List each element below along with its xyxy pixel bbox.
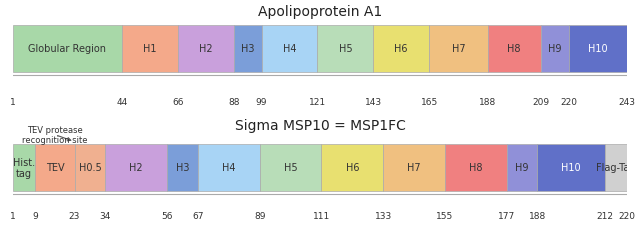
Text: 155: 155 (436, 211, 454, 220)
Text: H4: H4 (222, 163, 236, 173)
Text: 23: 23 (69, 211, 80, 220)
Text: 143: 143 (365, 98, 382, 107)
FancyBboxPatch shape (538, 144, 605, 191)
FancyBboxPatch shape (383, 144, 445, 191)
Text: 44: 44 (116, 98, 127, 107)
FancyBboxPatch shape (445, 144, 507, 191)
FancyBboxPatch shape (507, 144, 538, 191)
Text: H8: H8 (508, 44, 521, 54)
FancyBboxPatch shape (13, 25, 122, 72)
FancyBboxPatch shape (167, 144, 198, 191)
Text: 133: 133 (374, 211, 392, 220)
Text: H9: H9 (515, 163, 529, 173)
Text: 34: 34 (100, 211, 111, 220)
Text: H6: H6 (394, 44, 408, 54)
Text: 212: 212 (596, 211, 613, 220)
Text: TEV: TEV (45, 163, 64, 173)
FancyBboxPatch shape (262, 25, 317, 72)
Text: 9: 9 (33, 211, 38, 220)
Text: H6: H6 (346, 163, 359, 173)
Text: 88: 88 (228, 98, 239, 107)
FancyBboxPatch shape (429, 25, 488, 72)
Text: H10: H10 (588, 44, 608, 54)
Text: 121: 121 (309, 98, 326, 107)
FancyBboxPatch shape (74, 144, 106, 191)
Text: H7: H7 (407, 163, 420, 173)
FancyBboxPatch shape (569, 25, 627, 72)
FancyBboxPatch shape (373, 25, 429, 72)
Text: 188: 188 (479, 98, 496, 107)
Text: H4: H4 (283, 44, 296, 54)
FancyBboxPatch shape (488, 25, 541, 72)
FancyBboxPatch shape (35, 144, 74, 191)
Text: 111: 111 (313, 211, 330, 220)
Text: 243: 243 (619, 98, 636, 107)
Text: H2: H2 (199, 44, 212, 54)
Text: H9: H9 (548, 44, 561, 54)
Text: Globular Region: Globular Region (28, 44, 106, 54)
Text: 1: 1 (10, 98, 15, 107)
FancyBboxPatch shape (321, 144, 383, 191)
Text: 67: 67 (192, 211, 204, 220)
Text: H3: H3 (176, 163, 189, 173)
Text: 66: 66 (172, 98, 184, 107)
Text: TEV protease
recognition site: TEV protease recognition site (22, 125, 88, 145)
Text: H0.5: H0.5 (79, 163, 101, 173)
Text: Apolipoprotein A1: Apolipoprotein A1 (258, 5, 382, 18)
Text: Hist.
tag: Hist. tag (13, 157, 35, 178)
Text: H7: H7 (452, 44, 465, 54)
FancyBboxPatch shape (122, 25, 178, 72)
Text: Sigma MSP10 = MSP1FC: Sigma MSP10 = MSP1FC (235, 118, 405, 132)
Text: 209: 209 (532, 98, 550, 107)
FancyBboxPatch shape (541, 25, 569, 72)
FancyBboxPatch shape (317, 25, 373, 72)
FancyBboxPatch shape (234, 25, 262, 72)
Text: 220: 220 (560, 98, 577, 107)
Text: 165: 165 (420, 98, 438, 107)
Text: 56: 56 (161, 211, 173, 220)
Text: 188: 188 (529, 211, 546, 220)
FancyBboxPatch shape (106, 144, 167, 191)
Text: H2: H2 (129, 163, 143, 173)
FancyBboxPatch shape (605, 144, 627, 191)
Text: 177: 177 (498, 211, 515, 220)
FancyBboxPatch shape (13, 144, 35, 191)
Text: 99: 99 (256, 98, 268, 107)
Text: 89: 89 (254, 211, 266, 220)
Text: H8: H8 (469, 163, 483, 173)
Text: H5: H5 (339, 44, 352, 54)
FancyBboxPatch shape (198, 144, 260, 191)
Text: H5: H5 (284, 163, 298, 173)
FancyBboxPatch shape (178, 25, 234, 72)
Text: H1: H1 (143, 44, 157, 54)
FancyBboxPatch shape (260, 144, 321, 191)
Text: 220: 220 (619, 211, 636, 220)
Text: 1: 1 (10, 211, 15, 220)
Text: Flag-Tag: Flag-Tag (596, 163, 636, 173)
Text: H10: H10 (561, 163, 581, 173)
Text: H3: H3 (241, 44, 254, 54)
